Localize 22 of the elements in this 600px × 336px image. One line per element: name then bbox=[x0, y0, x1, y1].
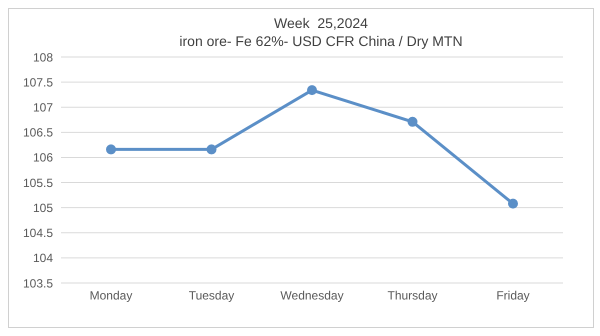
y-tick-label: 105.5 bbox=[22, 176, 54, 190]
y-tick-label: 104 bbox=[32, 251, 54, 266]
point bbox=[307, 85, 317, 96]
y-tick-label: 107.5 bbox=[22, 75, 54, 90]
point bbox=[508, 198, 518, 209]
x-tick-label: Friday bbox=[496, 288, 530, 303]
y-tick-label: 103.5 bbox=[22, 276, 54, 290]
y-tick-label: 105 bbox=[32, 200, 54, 215]
y-tick-label: 106 bbox=[32, 150, 54, 165]
point bbox=[106, 144, 116, 154]
y-tick-label: 107 bbox=[32, 100, 54, 114]
x-tick-label: Thursday bbox=[387, 288, 438, 303]
point bbox=[206, 144, 216, 154]
y-tick-label: 104.5 bbox=[22, 226, 54, 240]
x-tick-label: Monday bbox=[90, 288, 132, 303]
x-tick-label: Wednesday bbox=[280, 288, 344, 303]
chart-title: Week 25,2024 bbox=[273, 15, 369, 31]
chart-subtitle: iron ore- Fe 62%- USD CFR China / Dry MTN bbox=[178, 33, 464, 49]
y-tick-label: 106.5 bbox=[22, 126, 54, 140]
x-tick-label: Tuesday bbox=[188, 288, 234, 303]
point bbox=[408, 116, 418, 127]
y-tick-label: 108 bbox=[32, 50, 54, 64]
